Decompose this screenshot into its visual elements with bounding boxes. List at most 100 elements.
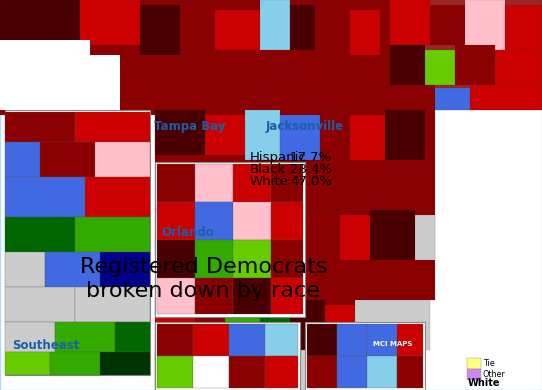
Bar: [275, 215, 305, 255]
Bar: [367, 356, 397, 388]
Bar: [390, 45, 425, 85]
Text: White: White: [467, 378, 500, 388]
Bar: [280, 115, 320, 160]
Bar: [193, 324, 229, 356]
Bar: [415, 215, 435, 260]
Bar: [229, 356, 265, 388]
Bar: [155, 110, 435, 210]
Bar: [155, 350, 325, 390]
Bar: [5, 217, 75, 252]
Bar: [315, 0, 350, 55]
Bar: [271, 202, 303, 240]
Bar: [195, 240, 233, 278]
Bar: [305, 322, 425, 390]
Text: Orlando: Orlando: [162, 225, 214, 239]
Text: Tie: Tie: [483, 359, 494, 368]
Bar: [255, 350, 290, 388]
Bar: [80, 0, 140, 45]
Bar: [337, 356, 367, 388]
Bar: [380, 0, 430, 60]
Bar: [5, 322, 55, 352]
Bar: [55, 322, 115, 352]
Bar: [271, 164, 303, 202]
Bar: [229, 324, 265, 356]
Bar: [340, 215, 370, 260]
Bar: [307, 356, 337, 388]
Bar: [350, 115, 385, 160]
Bar: [397, 324, 423, 356]
Bar: [5, 142, 40, 177]
Bar: [355, 300, 430, 350]
Text: 28.4%: 28.4%: [290, 163, 332, 176]
Bar: [155, 110, 205, 155]
Text: 17.7%: 17.7%: [290, 151, 332, 165]
Bar: [367, 324, 397, 356]
Bar: [215, 10, 260, 50]
Bar: [265, 356, 298, 388]
Bar: [371, 333, 415, 368]
Bar: [305, 210, 340, 260]
Bar: [233, 164, 271, 202]
Bar: [100, 252, 150, 287]
Text: MCI MAPS: MCI MAPS: [373, 340, 412, 346]
Bar: [235, 210, 275, 260]
Bar: [157, 164, 195, 202]
Bar: [157, 324, 193, 356]
Bar: [265, 324, 298, 356]
Bar: [430, 5, 465, 45]
Bar: [157, 240, 195, 278]
Bar: [390, 0, 430, 45]
Bar: [425, 50, 455, 85]
Bar: [290, 5, 315, 50]
Text: White: White: [249, 175, 288, 188]
Bar: [225, 300, 260, 350]
Bar: [385, 110, 425, 160]
Bar: [370, 210, 415, 260]
Bar: [467, 369, 481, 379]
Bar: [397, 356, 423, 388]
Bar: [390, 85, 435, 110]
Bar: [260, 0, 290, 50]
Bar: [271, 278, 303, 314]
Bar: [40, 142, 95, 177]
Bar: [465, 0, 505, 50]
Text: Tampa Bay: Tampa Bay: [154, 120, 226, 133]
Bar: [320, 110, 350, 160]
Bar: [95, 142, 150, 177]
Bar: [260, 305, 290, 345]
Bar: [233, 278, 271, 314]
Bar: [155, 322, 300, 390]
Bar: [155, 300, 195, 350]
Bar: [5, 287, 75, 322]
Bar: [495, 50, 542, 85]
Bar: [155, 210, 200, 255]
Bar: [195, 164, 233, 202]
Text: Black: Black: [249, 163, 286, 176]
Bar: [5, 252, 45, 287]
Bar: [45, 252, 100, 287]
Bar: [435, 88, 470, 110]
Bar: [455, 45, 495, 85]
Bar: [390, 0, 542, 110]
Bar: [271, 240, 303, 278]
Bar: [155, 210, 435, 300]
Bar: [195, 305, 225, 350]
Bar: [0, 40, 90, 55]
Text: Other: Other: [483, 370, 506, 379]
Bar: [307, 324, 337, 356]
Bar: [350, 10, 380, 55]
Bar: [157, 356, 193, 388]
Bar: [157, 278, 195, 314]
Bar: [5, 110, 150, 375]
Bar: [233, 202, 271, 240]
Bar: [140, 5, 180, 55]
Bar: [467, 358, 481, 369]
Text: Hispanic: Hispanic: [249, 151, 306, 165]
Bar: [0, 55, 120, 110]
Bar: [5, 352, 50, 375]
Bar: [75, 217, 150, 252]
Bar: [155, 162, 305, 317]
Bar: [205, 115, 245, 155]
Bar: [85, 177, 150, 217]
Bar: [193, 356, 229, 388]
